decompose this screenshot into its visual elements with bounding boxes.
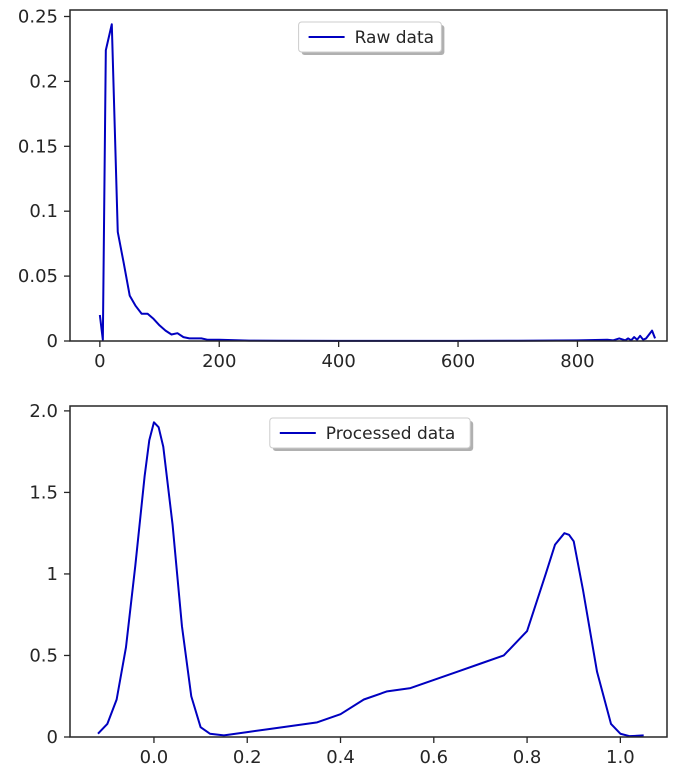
processed-data-chart: 0.0 0.2 0.4 0.6 0.8 1.0 0 0.5 1 1.5 2.0 Processed d… xyxy=(29,401,668,768)
x-tick-label: 200 xyxy=(202,351,236,372)
legend-box xyxy=(298,21,442,53)
legend-label: Raw data xyxy=(355,28,434,48)
legend-box xyxy=(269,417,471,449)
legend-label: Processed data xyxy=(326,424,455,444)
y-tick-label: 0.1 xyxy=(29,201,58,222)
y-tick-label: 0.5 xyxy=(29,645,58,666)
y-tick-label: 0.05 xyxy=(18,266,58,287)
x-tick-label: 0.8 xyxy=(513,747,542,768)
y-tick-label: 1.5 xyxy=(29,482,58,503)
legend: Raw data xyxy=(298,21,445,55)
axes-frame xyxy=(69,9,668,342)
x-tick-label: 600 xyxy=(441,351,475,372)
x-tick-label: 800 xyxy=(560,351,594,372)
x-tick-label: 0.2 xyxy=(233,747,262,768)
x-tick-label: 1.0 xyxy=(606,747,635,768)
y-tick-label: 0 xyxy=(47,331,58,352)
axes-frame xyxy=(69,405,668,738)
y-tick-label: 0 xyxy=(47,727,58,748)
series-line-0 xyxy=(98,23,656,342)
x-tick-label: 0.6 xyxy=(419,747,448,768)
y-tick-label: 1 xyxy=(47,564,58,585)
y-tick-label: 0.15 xyxy=(18,136,58,157)
legend: Processed data xyxy=(269,417,474,451)
y-tick-label: 0.2 xyxy=(29,71,58,92)
x-tick-label: 0.0 xyxy=(140,747,169,768)
y-tick-label: 0.25 xyxy=(18,6,58,27)
x-tick-label: 0 xyxy=(94,351,105,372)
x-tick-label: 0.4 xyxy=(326,747,355,768)
series-line-0 xyxy=(97,421,644,738)
raw-data-chart: 0 200 400 600 800 0 0.05 0.1 0.15 0.2 0.25 Raw data xyxy=(18,6,668,372)
y-tick-label: 2.0 xyxy=(29,401,58,422)
x-tick-label: 400 xyxy=(321,351,355,372)
